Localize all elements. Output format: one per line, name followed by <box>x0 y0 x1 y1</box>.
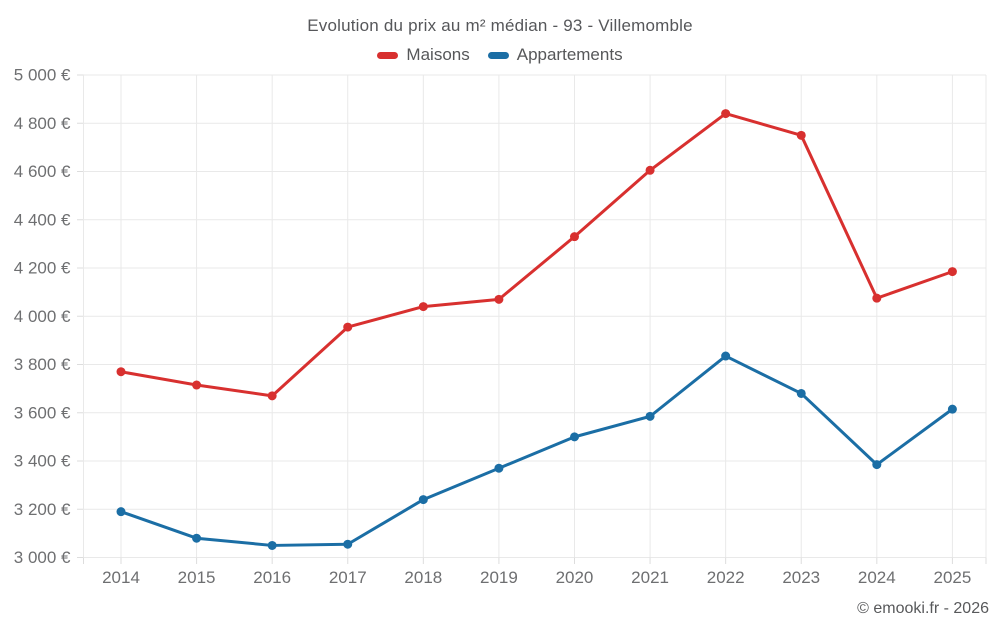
data-point-appartements-2021[interactable] <box>645 411 655 421</box>
legend: Maisons Appartements <box>0 45 1000 65</box>
x-axis-label: 2025 <box>933 568 971 587</box>
x-axis-label: 2020 <box>556 568 594 587</box>
data-point-maisons-2024[interactable] <box>872 293 882 303</box>
x-axis-label: 2014 <box>102 568 140 587</box>
data-point-maisons-2018[interactable] <box>418 302 428 312</box>
x-axis-label: 2022 <box>707 568 745 587</box>
x-axis-label: 2015 <box>178 568 216 587</box>
legend-label-appartements: Appartements <box>516 45 623 64</box>
data-point-appartements-2015[interactable] <box>192 533 202 543</box>
y-axis-label: 3 200 € <box>14 500 71 519</box>
data-point-appartements-2018[interactable] <box>418 495 428 505</box>
data-point-appartements-2025[interactable] <box>947 404 957 414</box>
data-point-maisons-2015[interactable] <box>192 380 202 390</box>
data-point-maisons-2021[interactable] <box>645 165 655 175</box>
data-point-maisons-2023[interactable] <box>796 130 806 140</box>
x-axis-label: 2018 <box>404 568 442 587</box>
chart-title: Evolution du prix au m² médian - 93 - Vi… <box>307 16 693 35</box>
y-axis-label: 3 600 € <box>14 403 71 422</box>
x-axis-label: 2024 <box>858 568 896 587</box>
data-point-appartements-2024[interactable] <box>872 460 882 470</box>
data-point-maisons-2014[interactable] <box>116 367 126 377</box>
y-axis-label: 3 800 € <box>14 355 71 374</box>
data-point-maisons-2017[interactable] <box>343 322 353 332</box>
data-point-maisons-2019[interactable] <box>494 294 504 304</box>
y-axis-label: 4 200 € <box>14 259 71 278</box>
data-point-maisons-2016[interactable] <box>267 391 277 401</box>
y-axis-label: 3 400 € <box>14 452 71 471</box>
data-point-appartements-2014[interactable] <box>116 507 126 517</box>
x-axis-label: 2019 <box>480 568 518 587</box>
y-axis-label: 3 000 € <box>14 548 71 567</box>
legend-label-maisons: Maisons <box>406 45 470 64</box>
data-point-maisons-2022[interactable] <box>721 109 731 119</box>
y-axis-label: 4 800 € <box>14 114 71 133</box>
data-point-appartements-2019[interactable] <box>494 463 504 473</box>
data-point-appartements-2020[interactable] <box>569 432 579 442</box>
legend-item-maisons[interactable]: Maisons <box>377 45 470 65</box>
data-point-maisons-2020[interactable] <box>569 232 579 242</box>
y-axis-label: 4 600 € <box>14 162 71 181</box>
x-axis-label: 2023 <box>782 568 820 587</box>
x-axis-label: 2016 <box>253 568 291 587</box>
data-point-appartements-2023[interactable] <box>796 388 806 398</box>
legend-item-appartements[interactable]: Appartements <box>487 45 623 65</box>
series-line-maisons <box>119 112 954 398</box>
data-point-appartements-2017[interactable] <box>343 539 353 549</box>
data-point-appartements-2016[interactable] <box>267 540 277 550</box>
y-axis-label: 4 000 € <box>14 307 71 326</box>
series-line-appartements <box>119 354 954 547</box>
data-point-appartements-2022[interactable] <box>721 351 731 361</box>
maisons-series-marker-icon <box>377 51 399 59</box>
data-point-maisons-2025[interactable] <box>947 267 957 277</box>
appartements-series-marker-icon <box>487 51 509 59</box>
credit: © emooki.fr - 2026 <box>857 600 989 617</box>
y-axis-label: 5 000 € <box>14 66 71 85</box>
x-axis-label: 2017 <box>329 568 367 587</box>
y-axis-label: 4 400 € <box>14 210 71 229</box>
x-axis-label: 2021 <box>631 568 669 587</box>
